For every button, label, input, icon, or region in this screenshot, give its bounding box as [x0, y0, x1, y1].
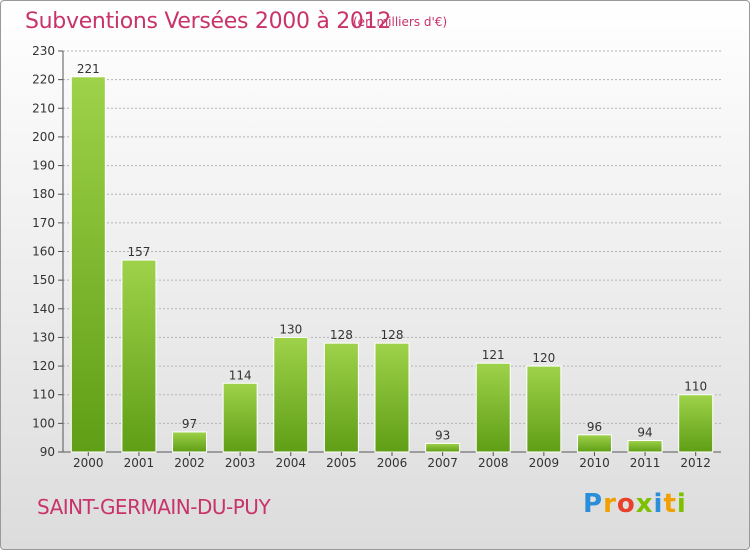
data-label: 94	[637, 426, 652, 440]
bar	[172, 431, 208, 453]
x-tick-label: 2007	[427, 456, 458, 470]
x-tick-label: 2003	[225, 456, 256, 470]
y-tick-label: 200	[32, 130, 55, 144]
data-label: 93	[435, 428, 450, 442]
bar	[70, 76, 106, 453]
logo-letter: x	[635, 489, 654, 519]
logo-letter: r	[603, 489, 617, 519]
logo-letter: o	[616, 489, 636, 519]
y-tick-label: 170	[32, 216, 55, 230]
bar	[576, 434, 612, 453]
bars	[70, 76, 714, 453]
unit-label: (en milliers d'€)	[353, 15, 448, 29]
x-tick-labels: 2000 2001 2002 2003 2004 2005 2006 2007 2008 2009…	[73, 452, 711, 470]
x-tick-label: 2005	[326, 456, 357, 470]
x-tick-label: 2001	[124, 456, 155, 470]
x-tick-label: 2011	[630, 456, 661, 470]
x-tick-label: 2008	[478, 456, 509, 470]
y-tick-label: 90	[40, 445, 55, 459]
y-tick-label: 220	[32, 73, 55, 87]
logo-letter: i	[653, 489, 664, 519]
y-tick-label: 210	[32, 101, 55, 115]
bar	[678, 394, 714, 453]
y-tick-label: 230	[32, 44, 55, 58]
data-label: 121	[482, 348, 505, 362]
data-label: 96	[587, 420, 602, 434]
y-tick-label: 140	[32, 302, 55, 316]
bar	[374, 342, 410, 453]
logo-letter: t	[663, 489, 677, 519]
data-labels: 221 157 97 114 130 128 128 93 121 120 96 94 110	[77, 62, 707, 443]
data-label: 157	[127, 245, 150, 259]
y-tick-label: 110	[32, 388, 55, 402]
data-label: 97	[182, 417, 197, 431]
bar	[222, 382, 258, 453]
proxiti-logo: Proxiti	[583, 489, 687, 519]
x-tick-label: 2009	[529, 456, 560, 470]
bar	[425, 442, 461, 453]
data-label: 130	[279, 322, 302, 336]
bar	[121, 259, 157, 453]
y-tick-label: 160	[32, 245, 55, 259]
bar	[526, 365, 562, 453]
data-label: 221	[77, 62, 100, 76]
y-tick-label: 190	[32, 159, 55, 173]
data-label: 128	[381, 328, 404, 342]
logo-letter: i	[676, 489, 687, 519]
x-tick-label: 2002	[174, 456, 205, 470]
bar	[627, 440, 663, 453]
y-tick-labels: 90 100 110 120 130 140 150 160 170 180 190 200 210 22…	[32, 44, 55, 459]
data-label: 110	[684, 380, 707, 394]
commune-name: SAINT-GERMAIN-DU-PUY	[37, 495, 271, 519]
data-label: 120	[532, 351, 555, 365]
x-tick-label: 2004	[275, 456, 306, 470]
bar	[323, 342, 359, 453]
x-tick-label: 2010	[579, 456, 610, 470]
data-label: 128	[330, 328, 353, 342]
y-tick-label: 120	[32, 359, 55, 373]
x-tick-label: 2006	[377, 456, 408, 470]
bar	[475, 362, 511, 453]
y-tick-label: 150	[32, 273, 55, 287]
logo-letter: P	[583, 489, 604, 519]
y-tick-label: 180	[32, 187, 55, 201]
bar	[273, 336, 309, 453]
x-tick-label: 2012	[680, 456, 711, 470]
y-tick-label: 130	[32, 330, 55, 344]
y-tick-label: 100	[32, 416, 55, 430]
data-label: 114	[229, 368, 252, 382]
chart-title: Subventions Versées 2000 à 2012	[25, 9, 392, 34]
x-tick-label: 2000	[73, 456, 104, 470]
